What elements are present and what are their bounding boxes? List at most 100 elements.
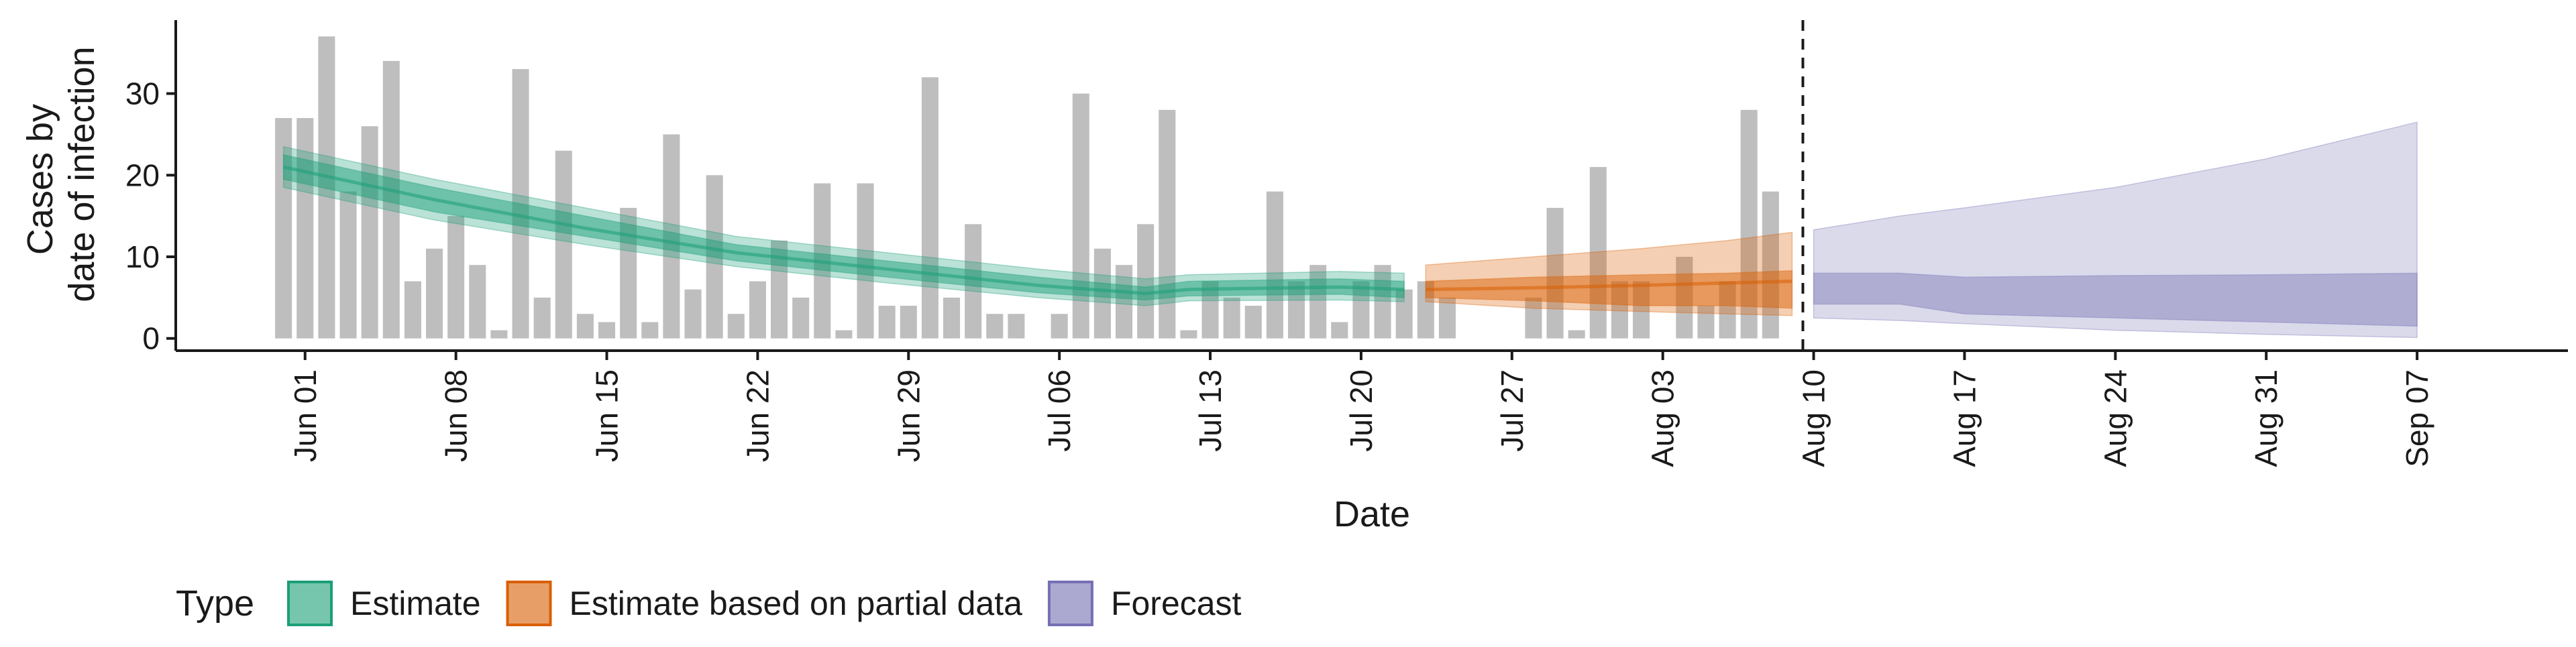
case-bar	[1740, 109, 1758, 339]
x-tick-label: Jul 13	[1193, 369, 1228, 452]
x-ticks: Jun 01 Jun 08 Jun 15 Jun 22 Jun 29 Jul 06 Jul …	[288, 351, 2434, 467]
y-axis-title: Cases by date of infection	[20, 46, 102, 302]
case-bar	[1266, 191, 1283, 339]
bands-layer	[282, 121, 2418, 339]
case-bar	[1611, 281, 1628, 339]
case-bar	[447, 216, 465, 339]
x-tick-label: Aug 24	[2098, 369, 2133, 467]
case-bar	[900, 306, 917, 339]
x-tick-label: Aug 31	[2249, 369, 2284, 467]
case-bar	[533, 297, 551, 339]
case-bar	[965, 224, 982, 339]
x-tick-label: Aug 10	[1796, 369, 1831, 467]
case-bar	[1374, 265, 1391, 339]
y-ticks: 0 10 20 30	[125, 76, 176, 356]
case-bar	[297, 118, 314, 339]
bars-layer	[275, 36, 1779, 339]
legend-swatch	[287, 581, 333, 626]
x-tick-label: Aug 17	[1947, 369, 1982, 467]
case-bar	[469, 265, 486, 339]
estimate-inner-band	[282, 154, 1405, 301]
x-tick-label: Jun 08	[439, 369, 474, 462]
y-tick-label: 20	[125, 158, 160, 192]
case-bar	[1719, 281, 1736, 339]
x-tick-label: Jul 27	[1495, 369, 1529, 452]
case-bar	[1008, 314, 1025, 339]
case-bar	[663, 134, 680, 339]
case-bar	[382, 60, 400, 339]
case-bar	[1072, 93, 1089, 339]
case-bar	[943, 297, 961, 339]
legend-entry-label: Estimate	[350, 585, 481, 622]
case-bar	[1244, 306, 1262, 339]
case-bar	[275, 118, 292, 339]
partial-estimate-inner-band	[1425, 270, 1793, 309]
case-bar	[706, 175, 723, 339]
case-bar	[318, 36, 335, 339]
case-bar	[1762, 191, 1779, 339]
case-bar	[1309, 265, 1327, 339]
case-bar	[921, 77, 938, 339]
case-bar	[1180, 330, 1197, 339]
x-axis-title: Date	[1334, 494, 1410, 534]
case-bar	[1589, 167, 1607, 339]
legend-title: Type	[176, 583, 254, 624]
legend-swatch	[506, 581, 552, 626]
case-bar	[1137, 224, 1155, 339]
estimate-outer-band	[282, 145, 1405, 306]
x-tick-label: Jun 29	[891, 369, 926, 462]
case-bar	[792, 297, 810, 339]
x-tick-label: Jul 20	[1344, 369, 1379, 452]
case-bar	[576, 314, 594, 339]
case-bar	[1288, 281, 1305, 339]
case-bar	[857, 183, 874, 339]
partial-estimate-median-line	[1426, 280, 1792, 292]
case-bar	[1159, 109, 1176, 339]
legend-entries: Estimate Estimate based on partial data Fo…	[287, 581, 1242, 626]
case-bar	[1051, 314, 1068, 339]
case-bar	[1568, 330, 1585, 339]
y-tick-label: 0	[142, 321, 160, 356]
estimate-median-line	[283, 165, 1405, 296]
legend-entry-label: Forecast	[1111, 585, 1242, 622]
case-bar	[684, 289, 702, 339]
legend-entry-label: Estimate based on partial data	[570, 585, 1023, 622]
case-bar	[1525, 297, 1542, 339]
case-bar	[1633, 281, 1650, 339]
x-tick-label: Jun 22	[740, 369, 775, 462]
case-bar	[512, 69, 529, 339]
case-bar	[749, 281, 766, 339]
case-bar	[598, 322, 616, 339]
case-bar	[1093, 248, 1111, 339]
legend-swatch	[1047, 581, 1093, 626]
x-tick-label: Aug 03	[1646, 369, 1680, 467]
case-bar	[361, 126, 378, 339]
case-bar	[1395, 289, 1413, 339]
case-bar	[727, 314, 745, 339]
y-tick-label: 30	[125, 76, 160, 111]
x-tick-label: Sep 07	[2400, 369, 2434, 467]
case-bar	[835, 330, 853, 339]
case-bar	[425, 248, 443, 339]
case-bar	[986, 314, 1004, 339]
case-bar	[490, 330, 508, 339]
forecast-inner-band	[1813, 272, 2418, 327]
case-bar	[339, 191, 357, 339]
y-tick-label: 10	[125, 239, 160, 274]
y-axis-title-line-1: Cases by	[20, 104, 60, 255]
partial-estimate-outer-band	[1425, 231, 1793, 316]
legend: Type Estimate Estimate based on partial d…	[176, 581, 1242, 626]
case-bar	[620, 207, 637, 339]
case-bar	[1116, 265, 1133, 339]
case-bar	[1223, 297, 1240, 339]
case-bar	[641, 322, 659, 339]
case-bar	[404, 281, 421, 339]
case-bar	[555, 150, 572, 339]
case-bar	[1352, 281, 1370, 339]
case-bar	[1546, 207, 1564, 339]
forecast-outer-band	[1813, 121, 2418, 339]
x-tick-label: Jul 06	[1042, 369, 1077, 452]
